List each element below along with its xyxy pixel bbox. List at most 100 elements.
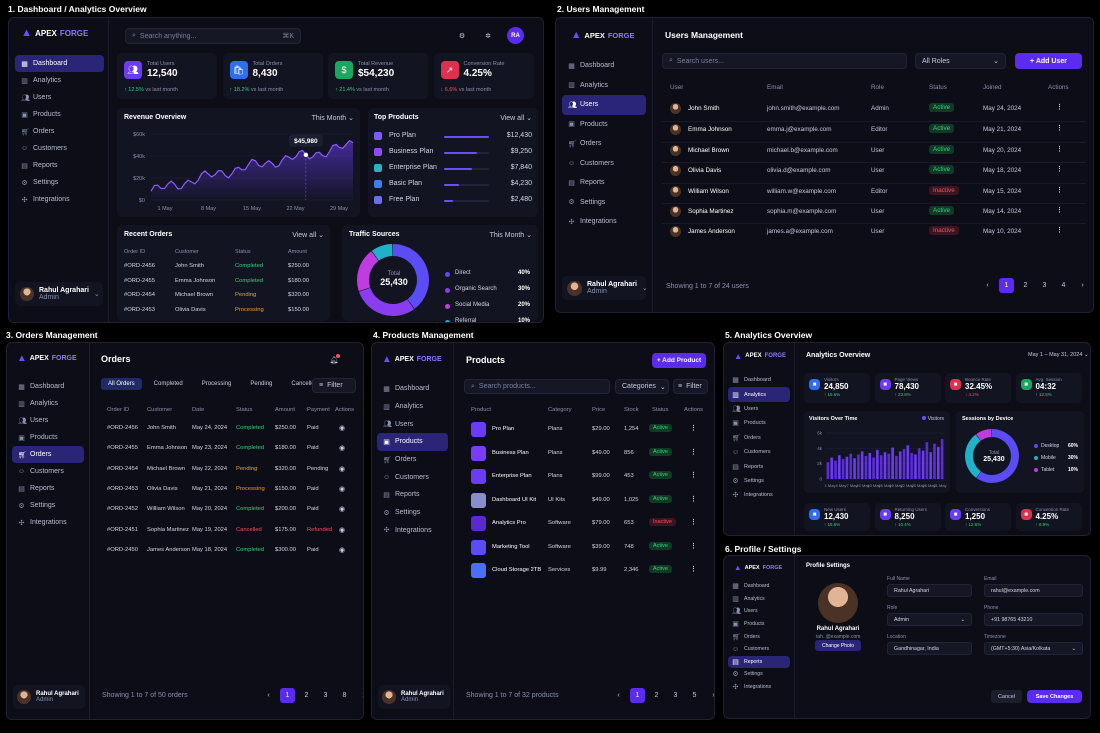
tab-all-orders[interactable]: All Orders (101, 378, 142, 390)
user-profile[interactable]: Rahul Agrahari Admin ⌄ (562, 276, 648, 300)
sidebar-item-reports[interactable]: ▤ Reports (728, 655, 790, 669)
top-products-view-all[interactable]: View all ⌄ (500, 115, 532, 122)
table-row[interactable]: Enterprise Plan Plans $99.00 453 Active ⋮ (372, 468, 714, 486)
more-options-icon[interactable]: ⋮ (1056, 125, 1063, 133)
page-button[interactable]: 2 (304, 692, 309, 699)
sidebar-item-reports[interactable]: ▤ Reports (377, 486, 448, 504)
sidebar-item-orders[interactable]: 🛒︎ Orders (377, 451, 448, 469)
tab-completed[interactable]: Completed (153, 381, 183, 387)
page-button[interactable]: 1 (280, 688, 295, 703)
top-product-row[interactable]: Free Plan $2,480 (374, 195, 532, 207)
change-photo-button[interactable]: Change Photo (815, 640, 861, 651)
role-select[interactable]: Admin ⌄ (887, 613, 972, 626)
sidebar-item-analytics[interactable]: ▥ Analytics (562, 76, 646, 96)
search-input[interactable]: ⌕ Search products... (464, 379, 610, 394)
next-page-button[interactable]: › (712, 692, 715, 699)
sidebar-item-orders[interactable]: 🛒︎ Orders (728, 630, 790, 643)
table-row[interactable]: #ORD-2455 Emma Johnson May 23, 2024 Complet… (7, 443, 363, 455)
sidebar-item-integrations[interactable]: ✣ Integrations (377, 522, 448, 540)
table-row[interactable]: #ORD-2451 Sophia Martinez May 19, 2024 Canc… (7, 525, 363, 537)
sidebar-item-customers[interactable]: ☺ Customers (12, 463, 84, 480)
date-range-select[interactable]: May 1 – May 31, 2024 ⌄ (1028, 352, 1089, 358)
user-profile[interactable]: Rahul Agrahari Admin (13, 685, 85, 709)
view-icon[interactable]: ◉ (339, 546, 346, 554)
sidebar-item-analytics[interactable]: ▥ Analytics (377, 398, 448, 416)
table-row[interactable]: Emma Johnson emma.j@example.com Editor Acti… (662, 121, 1086, 136)
sidebar-item-settings[interactable]: ⚙ Settings (12, 497, 84, 514)
table-row[interactable]: James Anderson james.a@example.com User Ina… (662, 223, 1086, 238)
sidebar-item-products[interactable]: ▣ Products (377, 433, 448, 451)
table-row[interactable]: Marketing Tool Software $39.00 748 Active ⋮ (372, 539, 714, 557)
search-input[interactable]: ⌕ Search anything... ⌘K (125, 28, 301, 44)
sidebar-item-settings[interactable]: ⚙ Settings (562, 193, 646, 213)
page-button[interactable]: 3 (323, 692, 328, 699)
view-icon[interactable]: ◉ (339, 465, 346, 473)
top-product-row[interactable]: Basic Plan $4,230 (374, 179, 532, 191)
sidebar-item-integrations[interactable]: ✣ Integrations (728, 488, 790, 502)
page-button[interactable]: 1 (999, 278, 1014, 293)
sidebar-item-analytics[interactable]: ▥ Analytics (15, 72, 104, 89)
sidebar-item-customers[interactable]: ☺ Customers (728, 445, 790, 459)
sidebar-item-dashboard[interactable]: ▦ Dashboard (15, 55, 104, 72)
view-icon[interactable]: ◉ (339, 485, 346, 493)
location-input[interactable]: Gandhinagar, India (887, 642, 972, 655)
search-input[interactable]: ⌕ Search users... (662, 53, 907, 69)
role-filter-select[interactable]: All Roles ⌄ (915, 53, 1006, 69)
more-options-icon[interactable]: ⋮ (690, 566, 697, 573)
page-button[interactable]: 3 (673, 692, 678, 699)
table-row[interactable]: Business Plan Plans $49.00 856 Active ⋮ (372, 445, 714, 463)
user-profile[interactable]: Rahul Agrahari Admin (378, 685, 450, 709)
brand-logo[interactable]: ▲ APEX FORGE (734, 351, 786, 361)
prev-page-button[interactable]: ‹ (617, 692, 620, 699)
table-row[interactable]: #ORD-2453 Olivia Davis Processing $150.00 (117, 307, 330, 317)
more-options-icon[interactable]: ⋮ (690, 472, 697, 479)
sidebar-item-orders[interactable]: 🛒︎ Orders (15, 123, 104, 140)
sidebar-item-settings[interactable]: ⚙ Settings (728, 668, 790, 681)
table-row[interactable]: Sophia Martinez sophia.m@example.com User A… (662, 203, 1086, 218)
page-button[interactable]: 8 (342, 692, 347, 699)
top-product-row[interactable]: Business Plan $9,250 (374, 147, 532, 159)
sidebar-item-dashboard[interactable]: ▦ Dashboard (728, 580, 790, 593)
more-options-icon[interactable]: ⋮ (1056, 227, 1063, 235)
settings-icon[interactable]: ⚙ (458, 33, 466, 40)
sidebar-item-dashboard[interactable]: ▦ Dashboard (377, 380, 448, 398)
sidebar-item-integrations[interactable]: ✣ Integrations (562, 212, 646, 232)
brand-logo[interactable]: ▲ APEX FORGE (21, 27, 89, 39)
save-changes-button[interactable]: Save Changes (1027, 690, 1082, 703)
sidebar-item-orders[interactable]: 🛒︎ Orders (562, 134, 646, 154)
table-row[interactable]: #ORD-2455 Emma Johnson Completed $180.00 (117, 278, 330, 288)
table-row[interactable]: Dashboard UI Kit UI Kits $49.00 1,025 Active… (372, 492, 714, 510)
sidebar-item-users[interactable]: 👥︎ Users (12, 412, 84, 429)
gear-icon[interactable]: ✲ (485, 33, 491, 40)
table-row[interactable]: #ORD-2454 Michael Brown Pending $320.00 (117, 292, 330, 302)
more-options-icon[interactable]: ⋮ (690, 519, 697, 526)
add-product-button[interactable]: + Add Product (652, 353, 706, 368)
traffic-filter[interactable]: This Month ⌄ (489, 232, 532, 239)
more-options-icon[interactable]: ⋮ (1056, 207, 1063, 214)
page-button[interactable]: 3 (1042, 282, 1047, 289)
top-product-row[interactable]: Pro Plan $12,430 (374, 131, 532, 143)
timezone-select[interactable]: (GMT+5:30) Asia/Kolkata ⌄ (984, 642, 1083, 655)
top-product-row[interactable]: Enterprise Plan $7,840 (374, 163, 532, 175)
category-select[interactable]: Categories ⌄ (615, 379, 669, 394)
recent-orders-view-all[interactable]: View all ⌄ (292, 232, 324, 239)
sidebar-item-reports[interactable]: ▤ Reports (562, 173, 646, 193)
table-row[interactable]: #ORD-2456 John Smith May 24, 2024 Completed… (7, 423, 363, 435)
view-icon[interactable]: ◉ (339, 526, 346, 534)
email-input[interactable]: rahul@example.com (984, 584, 1083, 597)
sidebar-item-settings[interactable]: ⚙ Settings (15, 174, 104, 191)
sidebar-item-integrations[interactable]: ✣ Integrations (728, 681, 790, 694)
sidebar-item-dashboard[interactable]: ▦ Dashboard (12, 378, 84, 395)
sidebar-item-products[interactable]: ▣ Products (15, 106, 104, 123)
page-button[interactable]: 5 (692, 692, 697, 699)
brand-logo[interactable]: ▲ APEX FORGE (382, 354, 442, 365)
filter-button[interactable]: ≡ Filter (312, 378, 356, 393)
brand-logo[interactable]: ▲ APEX FORGE (734, 563, 783, 572)
tab-pending[interactable]: Pending (250, 381, 273, 387)
user-profile[interactable]: Rahul Agrahari Admin ⌄ (15, 282, 103, 306)
filter-button[interactable]: ≡ Filter (673, 379, 708, 394)
table-row[interactable]: Analytics Pro Software $79.00 653 Inactive ⋮ (372, 515, 714, 533)
user-avatar-button[interactable]: RA (507, 27, 524, 44)
table-row[interactable]: #ORD-2452 William Wilson May 20, 2024 Compl… (7, 504, 363, 516)
tab-processing[interactable]: Processing (201, 381, 232, 387)
